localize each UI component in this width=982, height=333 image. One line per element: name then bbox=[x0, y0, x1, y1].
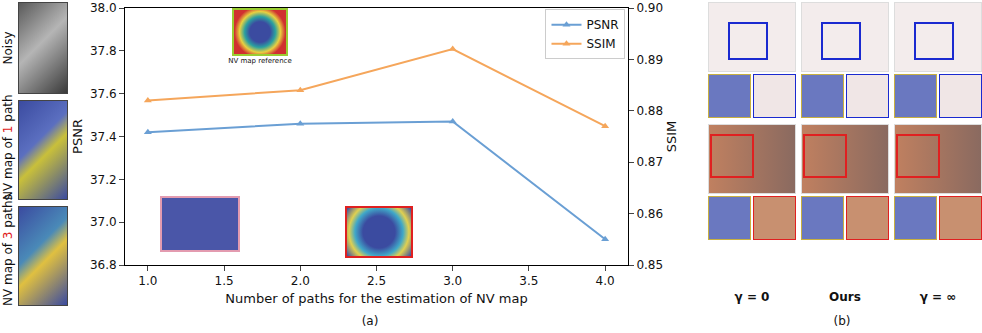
html-text:1: 1 bbox=[1, 125, 15, 134]
svg-text:38.0: 38.0 bbox=[90, 1, 117, 15]
html-text:NV map of: NV map of bbox=[1, 133, 15, 200]
svg-text:1.5: 1.5 bbox=[215, 274, 234, 288]
svg-text:0.88: 0.88 bbox=[636, 104, 663, 118]
html-text:NV map reference: NV map reference bbox=[228, 57, 292, 65]
svg-text:PSNR: PSNR bbox=[586, 18, 618, 32]
html-text:(a): (a) bbox=[361, 314, 379, 328]
svg-text:4.0: 4.0 bbox=[596, 274, 615, 288]
html-text:3: 3 bbox=[1, 231, 15, 240]
html-text:γ = 0: γ = 0 bbox=[734, 290, 770, 304]
svg-text:37.4: 37.4 bbox=[90, 130, 117, 144]
svg-text:37.2: 37.2 bbox=[90, 173, 117, 187]
svg-text:PSNR: PSNR bbox=[70, 119, 85, 154]
svg-text:0.89: 0.89 bbox=[636, 53, 663, 67]
svg-text:SSIM: SSIM bbox=[664, 121, 679, 153]
svg-text:36.8: 36.8 bbox=[90, 258, 117, 272]
html-text:Ours: Ours bbox=[829, 290, 861, 304]
html-text:path: path bbox=[1, 94, 15, 126]
svg-text:37.0: 37.0 bbox=[90, 215, 117, 229]
html-text:NV map of: NV map of bbox=[1, 239, 15, 306]
svg-text:2.0: 2.0 bbox=[291, 274, 310, 288]
html-text:(b): (b) bbox=[833, 314, 851, 328]
svg-text:0.86: 0.86 bbox=[636, 207, 663, 221]
svg-text:37.8: 37.8 bbox=[90, 44, 117, 58]
svg-text:SSIM: SSIM bbox=[586, 37, 615, 51]
svg-text:0.90: 0.90 bbox=[636, 1, 663, 15]
svg-text:2.5: 2.5 bbox=[367, 274, 386, 288]
svg-text:Number of paths for the estima: Number of paths for the estimation of NV… bbox=[225, 291, 527, 306]
svg-text:3.0: 3.0 bbox=[443, 274, 462, 288]
html-text:Noisy: Noisy bbox=[1, 31, 15, 65]
svg-text:37.6: 37.6 bbox=[90, 87, 117, 101]
svg-text:3.5: 3.5 bbox=[519, 274, 538, 288]
html-text:paths: paths bbox=[1, 194, 15, 232]
html-text:γ = ∞: γ = ∞ bbox=[919, 290, 957, 304]
svg-text:1.0: 1.0 bbox=[138, 274, 157, 288]
svg-text:0.87: 0.87 bbox=[636, 155, 663, 169]
svg-text:0.85: 0.85 bbox=[636, 258, 663, 272]
